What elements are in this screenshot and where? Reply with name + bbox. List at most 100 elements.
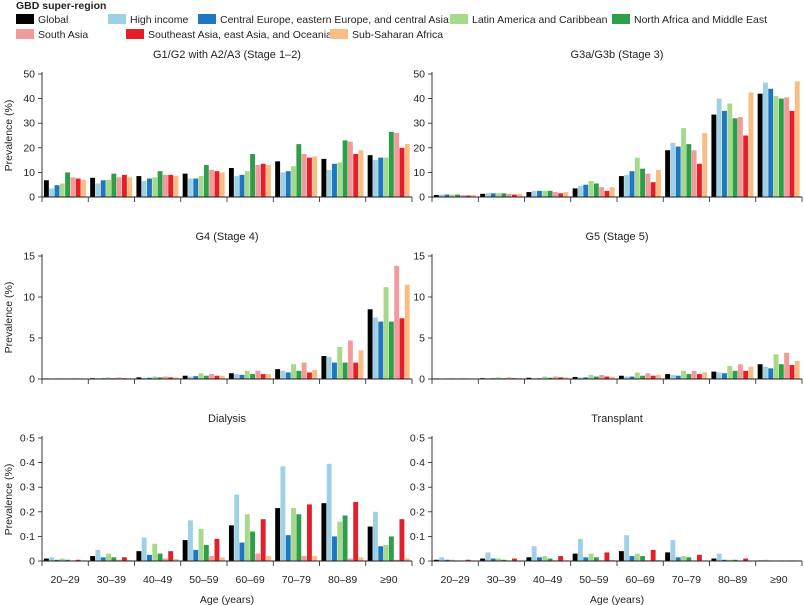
bar: [650, 182, 656, 197]
legend-label: Central Europe, eastern Europe, and cent…: [220, 14, 449, 26]
bar: [342, 362, 348, 379]
bar: [634, 553, 640, 561]
bar: [228, 525, 234, 561]
bar: [285, 372, 291, 379]
bar: [511, 194, 517, 197]
bar: [722, 373, 727, 379]
bar: [722, 559, 727, 561]
bar: [686, 144, 692, 197]
bar: [394, 559, 400, 561]
bar: [312, 556, 318, 561]
bar: [762, 366, 768, 379]
legend-swatch: [16, 14, 34, 24]
bar: [378, 157, 384, 197]
bar: [577, 377, 583, 379]
bar: [383, 287, 389, 379]
bar: [337, 162, 343, 197]
bar: [321, 356, 327, 379]
bar: [711, 114, 717, 197]
legend-item: Latin America and Caribbean: [450, 14, 607, 26]
bar: [670, 374, 676, 379]
bar: [743, 558, 749, 561]
y-tick-label: 50: [23, 69, 35, 81]
bar: [90, 177, 96, 197]
chart-title: G3a/G3b (Stage 3): [571, 49, 664, 61]
bar: [198, 529, 204, 561]
y-tick-label: 20: [413, 142, 425, 154]
bar: [593, 557, 599, 561]
bar: [501, 193, 507, 197]
bar: [727, 365, 733, 379]
bar: [203, 545, 209, 561]
bar: [255, 553, 261, 561]
legend-label: Global: [38, 14, 69, 26]
bar: [399, 147, 405, 197]
bar: [342, 515, 348, 561]
chart-panel: Transplant 0 0·1 0·2 0·3 0·4 0·5 20–29 30–39 40–4…: [410, 413, 803, 605]
bar: [496, 193, 501, 197]
bar: [583, 557, 589, 561]
bar: [116, 559, 122, 561]
bar: [65, 172, 71, 197]
chart-title: Dialysis: [208, 413, 246, 425]
bar: [558, 193, 564, 197]
legend-swatch: [450, 14, 468, 24]
bar: [490, 193, 496, 197]
bar: [670, 540, 676, 561]
bar: [399, 519, 405, 561]
bar: [460, 195, 466, 197]
bar: [645, 373, 651, 379]
bar: [634, 157, 640, 197]
bar: [640, 375, 646, 379]
legend-label: Latin America and Caribbean: [472, 14, 608, 26]
bar: [696, 374, 702, 379]
bar: [291, 166, 296, 197]
x-tick-label: 50–59: [189, 574, 218, 586]
bar: [116, 377, 122, 379]
bar: [768, 88, 774, 197]
bar: [634, 372, 640, 379]
bar: [506, 193, 512, 197]
bar: [266, 374, 271, 379]
legend-swatch: [198, 14, 216, 24]
bar: [778, 364, 784, 379]
bar: [773, 354, 779, 379]
y-tick-label: 0: [29, 192, 35, 204]
bar: [326, 169, 332, 197]
bar: [332, 163, 337, 197]
bar: [656, 374, 661, 379]
y-tick-label: 0·1: [20, 531, 35, 543]
bar: [531, 190, 537, 197]
bar: [444, 194, 450, 197]
bar: [583, 184, 589, 197]
bar: [572, 376, 578, 379]
bar: [342, 140, 348, 197]
bar: [748, 92, 754, 197]
bar: [332, 536, 337, 561]
bar: [675, 146, 681, 197]
bar: [784, 97, 790, 197]
y-tick-label: 50: [413, 69, 425, 81]
bar: [618, 176, 624, 197]
bar: [234, 176, 240, 197]
bar: [558, 377, 564, 379]
bar: [732, 370, 738, 379]
bar: [209, 374, 215, 379]
bar: [588, 553, 594, 561]
y-tick-label: 0·3: [410, 482, 425, 494]
bar: [275, 508, 281, 561]
bar: [716, 553, 722, 561]
x-tick-label: ≥90: [770, 574, 788, 586]
bar: [219, 557, 225, 561]
bar: [193, 549, 199, 561]
bar: [618, 375, 624, 379]
bar: [332, 362, 337, 379]
x-tick-label: 70–79: [282, 574, 311, 586]
bar: [388, 536, 394, 561]
bar: [106, 179, 111, 197]
bar: [665, 552, 671, 561]
bar: [485, 552, 491, 561]
y-tick-label: 0: [419, 556, 425, 568]
bar: [696, 554, 702, 561]
bar: [784, 352, 790, 379]
